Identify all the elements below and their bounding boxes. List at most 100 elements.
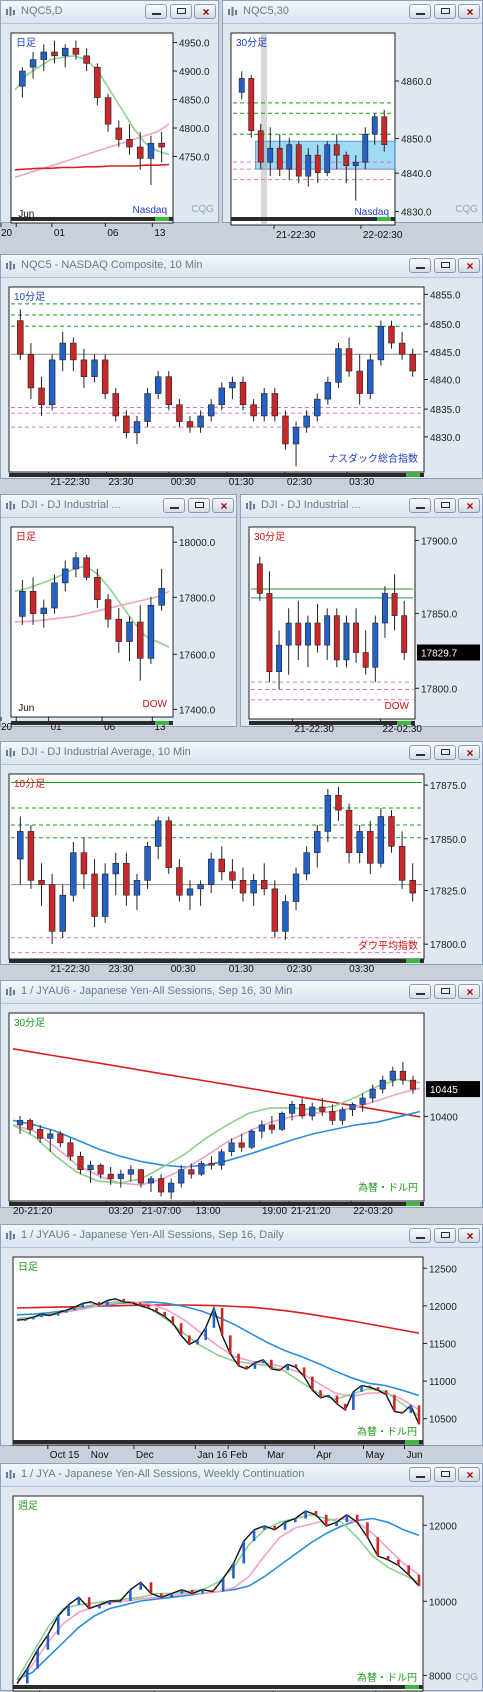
maximize-button[interactable]: [434, 1228, 456, 1243]
price-bar: [294, 1364, 298, 1368]
plot-area[interactable]: [12, 1495, 424, 1692]
close-icon: ×: [466, 5, 474, 19]
timeline-marker[interactable]: [397, 721, 411, 725]
candle: [356, 354, 363, 405]
timeline-strip[interactable]: [13, 1685, 423, 1689]
y-tick-label: 17800.0: [179, 593, 216, 604]
timeline-strip[interactable]: [249, 721, 415, 725]
candle: [83, 48, 90, 71]
candle: [377, 320, 385, 366]
y-tick-label: 17850.0: [430, 835, 467, 846]
minimize-button[interactable]: [163, 498, 185, 513]
minimize-button[interactable]: [409, 4, 431, 19]
plot-area[interactable]: [10, 526, 174, 718]
window-titlebar[interactable]: DJI - DJ Industrial ... ×: [241, 495, 482, 518]
candle-body: [314, 622, 321, 646]
maximize-button[interactable]: [434, 4, 456, 19]
maximize-button[interactable]: [434, 745, 456, 760]
plot-area[interactable]: [230, 32, 396, 226]
window-titlebar[interactable]: DJI - DJ Industrial Average, 10 Min ×: [1, 742, 482, 765]
close-button[interactable]: ×: [194, 4, 216, 19]
close-button[interactable]: ×: [458, 258, 480, 273]
chart-window[interactable]: NQC5 - NASDAQ Composite, 10 Min × 4855.0 48…: [0, 254, 483, 488]
timeline-strip[interactable]: [9, 959, 424, 963]
candle-body: [319, 1106, 326, 1112]
plot-area[interactable]: [248, 526, 416, 720]
chart-window[interactable]: NQC5,30 × 4860.0 4850.0 4840.0 4830.0 21-22:30…: [222, 0, 483, 241]
window-titlebar[interactable]: NQC5,30 ×: [223, 1, 482, 24]
close-button[interactable]: ×: [458, 1467, 480, 1482]
minimize-button[interactable]: [409, 984, 431, 999]
timeline-marker[interactable]: [155, 721, 169, 725]
price-bar: [196, 1339, 199, 1345]
close-button[interactable]: ×: [212, 498, 234, 513]
timeline-strip[interactable]: [11, 217, 173, 221]
candle-body: [72, 557, 80, 570]
timeline-strip[interactable]: [231, 217, 395, 221]
chart-window[interactable]: NQC5,D × 4950.0 4900.0 4850.0 4800.0 4750.0 Jun…: [0, 0, 219, 239]
candle: [37, 1124, 44, 1143]
y-tick-label: 4800.0: [179, 124, 210, 135]
close-button[interactable]: ×: [458, 1228, 480, 1243]
candle-body: [304, 622, 311, 646]
chart-svg: 12500 12000 11500 11000 10500 Oct 15 Nov Dec Jan…: [12, 1256, 457, 1461]
y-tick-label: 4855.0: [430, 290, 461, 301]
timeline-strip[interactable]: [9, 473, 424, 477]
candle-body: [80, 359, 88, 377]
timeline-strip[interactable]: [9, 1202, 424, 1206]
chart-window[interactable]: DJI - DJ Industrial ... × 18000.0 17800.0 17…: [0, 494, 237, 733]
maximize-button[interactable]: [434, 258, 456, 273]
chart-window[interactable]: 1 / JYAU6 - Japanese Yen-All Sessions, S…: [0, 980, 483, 1217]
plot-area[interactable]: [12, 1256, 424, 1446]
minimize-button[interactable]: [409, 1228, 431, 1243]
timeline-marker[interactable]: [406, 473, 420, 477]
maximize-button[interactable]: [434, 984, 456, 999]
minimize-button[interactable]: [145, 4, 167, 19]
timeline-marker[interactable]: [377, 217, 391, 221]
candle-body: [29, 590, 37, 614]
maximize-button[interactable]: [434, 1467, 456, 1482]
candle-body: [266, 593, 273, 673]
close-button[interactable]: ×: [458, 745, 480, 760]
timeline-marker[interactable]: [155, 217, 169, 221]
candle-body: [147, 604, 155, 659]
minimize-button[interactable]: [409, 258, 431, 273]
window-titlebar[interactable]: 1 / JYA - Japanese Yen-All Sessions, Wee…: [1, 1464, 482, 1487]
timeline-marker[interactable]: [405, 1440, 419, 1444]
chart-window[interactable]: DJI - DJ Industrial ... × 17900.0 17850.0 17…: [240, 494, 483, 735]
candle: [154, 371, 162, 400]
candle-body: [362, 133, 369, 163]
chart-window[interactable]: 1 / JYAU6 - Japanese Yen-All Sessions, S…: [0, 1224, 483, 1461]
maximize-button[interactable]: [170, 4, 192, 19]
close-button[interactable]: ×: [458, 984, 480, 999]
candle-body: [295, 144, 302, 177]
timeline-strip[interactable]: [11, 721, 173, 725]
window-titlebar[interactable]: 1 / JYAU6 - Japanese Yen-All Sessions, S…: [1, 981, 482, 1004]
plot-area[interactable]: [8, 286, 425, 473]
timeline-strip[interactable]: [13, 1440, 423, 1444]
timeline-marker[interactable]: [406, 1202, 420, 1206]
timeline-marker[interactable]: [405, 1685, 419, 1689]
chart-window[interactable]: 1 / JYA - Japanese Yen-All Sessions, Wee…: [0, 1463, 483, 1692]
window-titlebar[interactable]: DJI - DJ Industrial ... ×: [1, 495, 236, 518]
close-button[interactable]: ×: [458, 4, 480, 19]
maximize-button[interactable]: [434, 498, 456, 513]
candle-body: [381, 116, 388, 146]
candle: [309, 1102, 316, 1121]
candle: [104, 93, 112, 132]
window-titlebar[interactable]: NQC5,D ×: [1, 1, 218, 24]
candle: [16, 1115, 24, 1134]
minimize-button[interactable]: [409, 1467, 431, 1482]
close-button[interactable]: ×: [458, 498, 480, 513]
minimize-button[interactable]: [409, 498, 431, 513]
maximize-button[interactable]: [188, 498, 210, 513]
timeline-marker[interactable]: [406, 959, 420, 963]
window-titlebar[interactable]: 1 / JYAU6 - Japanese Yen-All Sessions, S…: [1, 1225, 482, 1248]
window-titlebar[interactable]: NQC5 - NASDAQ Composite, 10 Min ×: [1, 255, 482, 278]
price-bar: [273, 1526, 276, 1530]
chart-window[interactable]: DJI - DJ Industrial Average, 10 Min × 1787…: [0, 741, 483, 975]
minimize-icon: [152, 13, 161, 15]
plot-area[interactable]: [8, 773, 425, 960]
minimize-button[interactable]: [409, 745, 431, 760]
candle: [27, 343, 35, 400]
